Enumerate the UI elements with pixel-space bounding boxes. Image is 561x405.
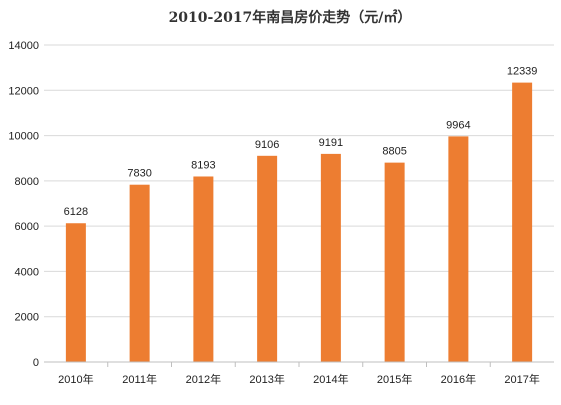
x-category-label: 2013年: [249, 372, 284, 386]
x-category-label: 2010年: [58, 372, 93, 386]
y-tick-label: 2000: [15, 312, 39, 324]
y-tick-label: 6000: [15, 221, 39, 233]
data-label: 9106: [255, 139, 279, 151]
bar: [65, 223, 86, 362]
bar: [129, 184, 150, 362]
x-category-label: 2012年: [186, 372, 221, 386]
y-tick-label: 10000: [8, 131, 39, 143]
y-tick-label: 4000: [15, 266, 39, 278]
data-label: 7830: [127, 168, 151, 180]
bar: [193, 176, 214, 362]
bar: [512, 82, 533, 362]
x-category-label: 2017年: [504, 372, 539, 386]
chart-title: 2010-2017年南昌房价走势（元/㎡）: [169, 9, 412, 26]
y-tick-label: 0: [33, 357, 39, 369]
data-label: 9964: [446, 119, 470, 131]
bar: [257, 155, 278, 362]
y-tick-label: 14000: [8, 40, 39, 52]
gridlines: [44, 44, 554, 318]
data-label: 6128: [64, 206, 88, 218]
data-label: 12339: [507, 66, 538, 78]
data-label: 9191: [319, 137, 343, 149]
data-label: 8805: [382, 146, 406, 158]
x-axis-categories: 2010年 2011年 2012年 2013年 2014年 2015年 2016年 2017年: [58, 362, 540, 386]
y-axis-ticks: 0 2000 4000 6000 8000 10000 12000 14000: [8, 40, 39, 369]
y-tick-label: 12000: [8, 85, 39, 97]
bars: [65, 82, 533, 362]
bar: [448, 136, 469, 362]
data-label: 8193: [191, 159, 215, 171]
y-tick-label: 8000: [15, 176, 39, 188]
data-labels: 6128 7830 8193 9106 9191 8805 9964 12339: [64, 66, 538, 219]
x-category-label: 2011年: [122, 372, 157, 386]
x-category-label: 2016年: [441, 372, 476, 386]
x-category-label: 2014年: [313, 372, 348, 386]
bar: [320, 153, 341, 362]
x-category-label: 2015年: [377, 372, 412, 386]
bar: [384, 162, 405, 362]
